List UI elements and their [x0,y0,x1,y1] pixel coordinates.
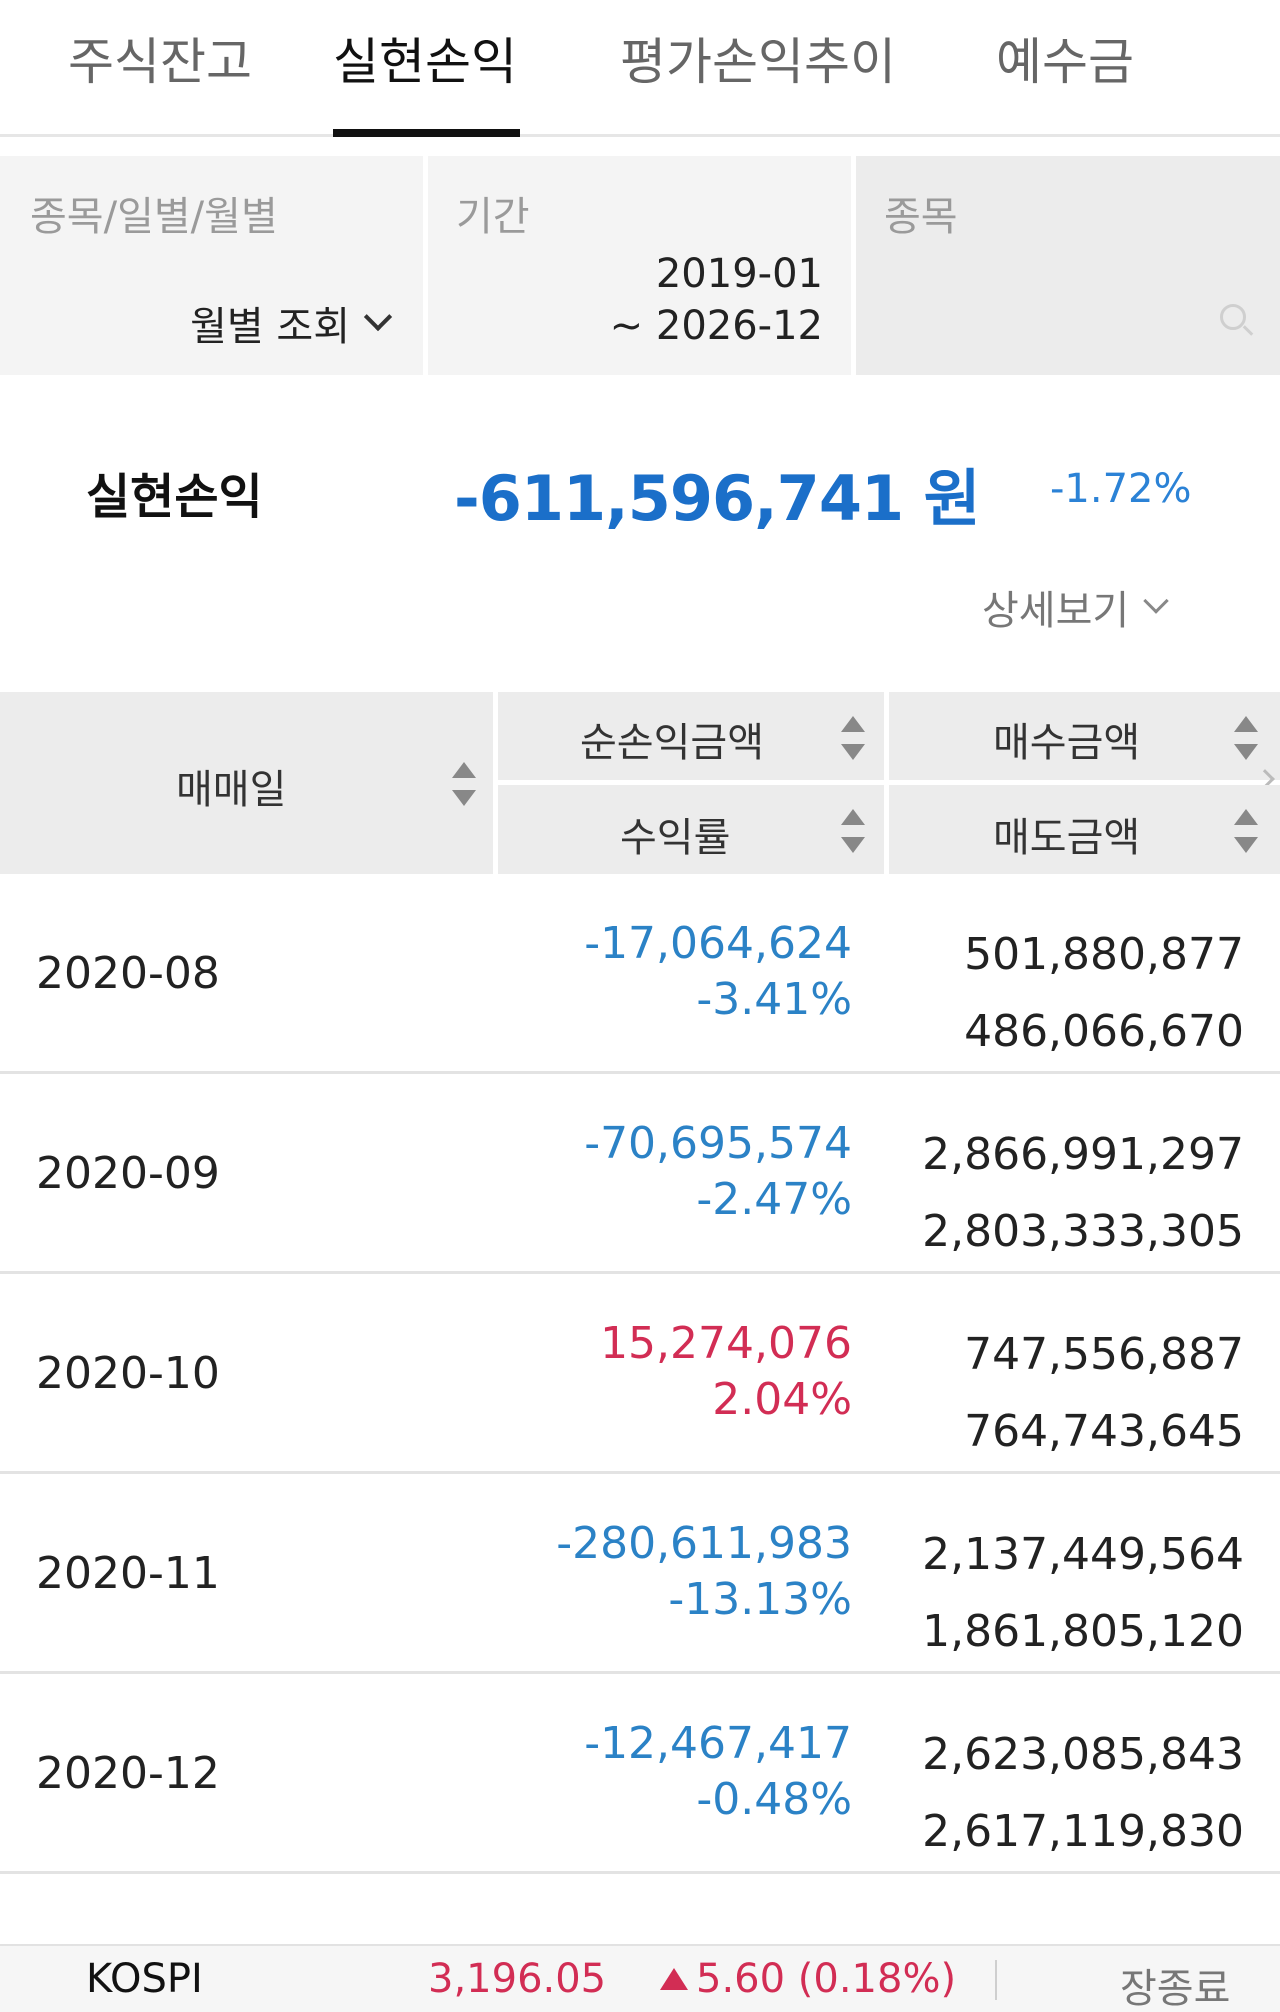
ticker-value: 3,196.05 [428,1956,607,2002]
row-rate: -3.41% [696,974,852,1025]
row-rate: -13.13% [668,1574,852,1625]
sort-icon [452,762,476,806]
summary-label: 실현손익 [86,469,263,525]
row-net-pl: 15,274,076 [600,1318,852,1369]
sort-net-pl-header[interactable]: 순손익금액 [498,692,884,780]
chevron-down-icon [1143,588,1169,614]
sort-date-header[interactable]: 매매일 [0,692,493,874]
ticker-change: 5.60 (0.18%) [696,1956,957,2002]
row-net-pl: -12,467,417 [584,1718,852,1769]
up-arrow-icon [660,1968,688,1990]
sort-sell-header[interactable]: 매도금액 [889,785,1280,874]
row-date: 2020-08 [36,948,220,999]
row-amount-cell: 2,137,449,564 1,861,805,120 [922,1516,1244,1670]
buy-header-label: 매수금액 [993,720,1141,766]
sort-icon [1234,809,1258,853]
row-buy: 2,866,991,297 [922,1129,1244,1180]
row-rate: -2.47% [696,1174,852,1225]
detail-toggle-label: 상세보기 [982,588,1130,634]
row-sell: 1,861,805,120 [922,1606,1244,1657]
table-row[interactable]: 2020-12 -12,467,417 -0.48% 2,623,085,843… [0,1674,1280,1874]
row-rate: -0.48% [696,1774,852,1825]
search-icon[interactable] [1220,304,1246,330]
summary-amount: -611,596,741 원 [454,462,981,535]
row-amount-cell: 2,866,991,297 2,803,333,305 [922,1116,1244,1270]
rate-header-label: 수익률 [620,815,731,861]
row-date: 2020-11 [36,1548,220,1599]
sort-buy-header[interactable]: 매수금액 [889,692,1280,789]
market-status: 장종료 [1120,1966,1231,2012]
row-sell: 2,803,333,305 [922,1206,1244,1257]
ticker-change-wrap: 5.60 (0.18%) [660,1956,956,2002]
period-select[interactable]: 기간 2019-01 ~ 2026-12 [428,156,851,375]
net-pl-header-label: 순손익금액 [580,720,764,766]
summary-rate: -1.72% [1050,466,1192,512]
tab-bar: 주식잔고 실현손익 평가손익추이 예수금 [0,0,1280,137]
row-sell: 486,066,670 [964,1006,1244,1057]
table-row[interactable]: 2020-08 -17,064,624 -3.41% 501,880,877 4… [0,874,1280,1074]
stock-label: 종목 [884,194,958,240]
period-label: 기간 [456,194,530,240]
row-net-pl: -17,064,624 [584,918,852,969]
row-buy: 501,880,877 [964,929,1244,980]
active-tab-indicator [333,129,520,137]
stock-search-field[interactable]: 종목 [856,156,1280,375]
sort-icon [1234,716,1258,760]
table-header: 매매일 순손익금액 수익률 매수금액 매도금액 [0,692,1280,874]
tab-stock-balance[interactable]: 주식잔고 [68,33,252,91]
ticker-divider [995,1960,997,2000]
view-type-value-wrap: 월별 조회 [190,294,393,352]
view-type-label: 종목/일별/월별 [30,194,278,240]
row-amount-cell: 501,880,877 486,066,670 [964,916,1244,1070]
period-start: 2019-01 [655,251,823,297]
row-net-pl: -280,611,983 [556,1518,852,1569]
sort-rate-header[interactable]: 수익률 [498,785,884,874]
row-buy: 747,556,887 [964,1329,1244,1380]
row-sell: 764,743,645 [964,1406,1244,1457]
row-amount-cell: 2,623,085,843 2,617,119,830 [922,1716,1244,1870]
filter-bar: 종목/일별/월별 월별 조회 기간 2019-01 ~ 2026-12 종목 [0,156,1280,375]
ticker-name: KOSPI [86,1956,203,2002]
sort-icon [841,809,865,853]
tab-valuation-trend[interactable]: 평가손익추이 [620,33,896,91]
row-buy: 2,623,085,843 [922,1729,1244,1780]
sell-header-label: 매도금액 [993,815,1141,861]
row-date: 2020-12 [36,1748,220,1799]
row-rate: 2.04% [712,1374,852,1425]
tab-realized-pl[interactable]: 실현손익 [333,33,517,91]
chevron-down-icon [363,302,393,332]
view-type-select[interactable]: 종목/일별/월별 월별 조회 [0,156,423,375]
table-row[interactable]: 2020-11 -280,611,983 -13.13% 2,137,449,5… [0,1474,1280,1674]
row-pl-cell: 15,274,076 2.04% [600,1316,852,1428]
row-amount-cell: 747,556,887 764,743,645 [964,1316,1244,1470]
table-row[interactable]: 2020-10 15,274,076 2.04% 747,556,887 764… [0,1274,1280,1474]
period-range: 2019-01 ~ 2026-12 [610,248,823,352]
view-type-value: 월별 조회 [190,304,350,350]
row-pl-cell: -17,064,624 -3.41% [584,916,852,1028]
period-end: ~ 2026-12 [609,303,823,349]
row-date: 2020-10 [36,1348,220,1399]
row-buy: 2,137,449,564 [922,1529,1244,1580]
row-net-pl: -70,695,574 [584,1118,852,1169]
market-ticker-bar[interactable]: KOSPI 3,196.05 5.60 (0.18%) 장종료 [0,1944,1280,2012]
row-pl-cell: -280,611,983 -13.13% [556,1516,852,1628]
row-date: 2020-09 [36,1148,220,1199]
sort-icon [841,716,865,760]
row-sell: 2,617,119,830 [922,1806,1244,1857]
row-pl-cell: -70,695,574 -2.47% [584,1116,852,1228]
row-pl-cell: -12,467,417 -0.48% [584,1716,852,1828]
date-header-label: 매매일 [176,767,287,813]
tab-deposit[interactable]: 예수금 [996,33,1134,91]
table-row[interactable]: 2020-09 -70,695,574 -2.47% 2,866,991,297… [0,1074,1280,1274]
detail-toggle[interactable]: 상세보기 [982,578,1169,636]
